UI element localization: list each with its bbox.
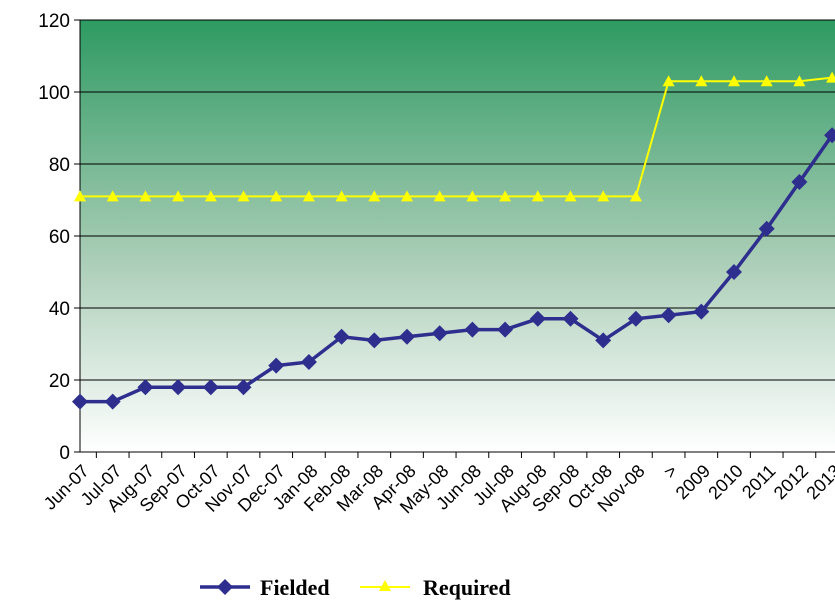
- fielded-point-16: [595, 332, 612, 349]
- fielded-point-10: [399, 328, 415, 345]
- x-tick-label-23: 2013: [802, 461, 835, 503]
- fielded-point-7: [300, 354, 317, 370]
- required-point-3: [172, 190, 185, 202]
- fielded-point-19: [693, 303, 710, 320]
- required-point-9: [368, 190, 381, 202]
- fielded-point-4: [202, 379, 219, 396]
- fielded-point-15: [562, 310, 579, 327]
- fielded-point-23: [824, 127, 835, 144]
- legend-fielded-marker: [217, 579, 233, 595]
- y-tick-label-20: 20: [49, 371, 70, 392]
- required-point-14: [531, 190, 544, 202]
- required-point-2: [139, 190, 152, 202]
- fielded-point-2: [137, 379, 154, 396]
- required-point-4: [204, 190, 217, 202]
- series-fielded: [72, 127, 835, 410]
- required-point-10: [401, 190, 413, 202]
- fielded-point-12: [464, 321, 481, 338]
- fielded-point-6: [268, 357, 285, 374]
- fielded-point-13: [497, 321, 514, 338]
- y-tick-label-0: 0: [59, 443, 70, 464]
- fielded-point-9: [366, 332, 383, 349]
- y-tick-label-60: 60: [49, 227, 70, 248]
- legend-fielded-label: Fielded: [260, 575, 330, 600]
- gridlines: [80, 19, 835, 381]
- fielded-point-8: [333, 328, 350, 345]
- required-point-0: [74, 190, 86, 202]
- fielded-point-5: [235, 379, 252, 396]
- fielded-point-22: [791, 174, 808, 190]
- required-point-16: [597, 190, 610, 202]
- legend: Fielded Required: [200, 575, 511, 600]
- required-point-19: [695, 75, 708, 87]
- required-point-13: [499, 190, 512, 202]
- x-tick-label-21: 2011: [738, 461, 780, 503]
- required-point-17: [629, 190, 642, 202]
- fielded-point-3: [170, 379, 187, 396]
- y-tick-label-100: 100: [38, 83, 70, 104]
- fielded-point-14: [529, 310, 546, 327]
- required-point-11: [433, 190, 446, 202]
- required-point-12: [466, 190, 479, 202]
- required-point-18: [662, 75, 675, 87]
- required-point-6: [270, 190, 283, 202]
- x-tick-label-19: 2009: [672, 461, 714, 503]
- fielded-point-17: [627, 310, 644, 327]
- required-point-22: [793, 75, 806, 87]
- required-point-8: [335, 190, 348, 202]
- fielded-point-21: [758, 220, 775, 237]
- legend-required-marker: [379, 580, 391, 591]
- x-tick-label-18: >: [660, 461, 682, 483]
- required-point-21: [760, 75, 773, 87]
- y-tick-label-40: 40: [49, 299, 70, 320]
- required-point-5: [237, 190, 250, 202]
- series-required-line: [80, 76, 833, 198]
- required-point-23: [826, 71, 835, 83]
- fielded-point-1: [104, 393, 121, 410]
- x-axis-ticks: Jun-07Jul-07Aug-07Sep-07Oct-07Nov-07Dec-…: [40, 452, 835, 517]
- required-point-1: [106, 190, 119, 202]
- fielded-point-0: [72, 393, 88, 410]
- fielded-point-18: [660, 307, 677, 324]
- required-point-15: [564, 190, 577, 202]
- x-tick-label-22: 2012: [770, 461, 812, 503]
- required-point-7: [302, 190, 315, 202]
- legend-required-label: Required: [423, 575, 511, 600]
- y-axis-ticks: 0 20 40 60 80 100 120: [38, 11, 80, 464]
- fielded-point-20: [726, 264, 742, 280]
- fielded-point-11: [431, 325, 448, 342]
- series-required: [74, 71, 835, 202]
- y-tick-label-120: 120: [38, 11, 70, 32]
- x-tick-label-20: 2010: [704, 461, 746, 503]
- y-tick-label-80: 80: [49, 155, 70, 176]
- required-point-20: [728, 75, 740, 87]
